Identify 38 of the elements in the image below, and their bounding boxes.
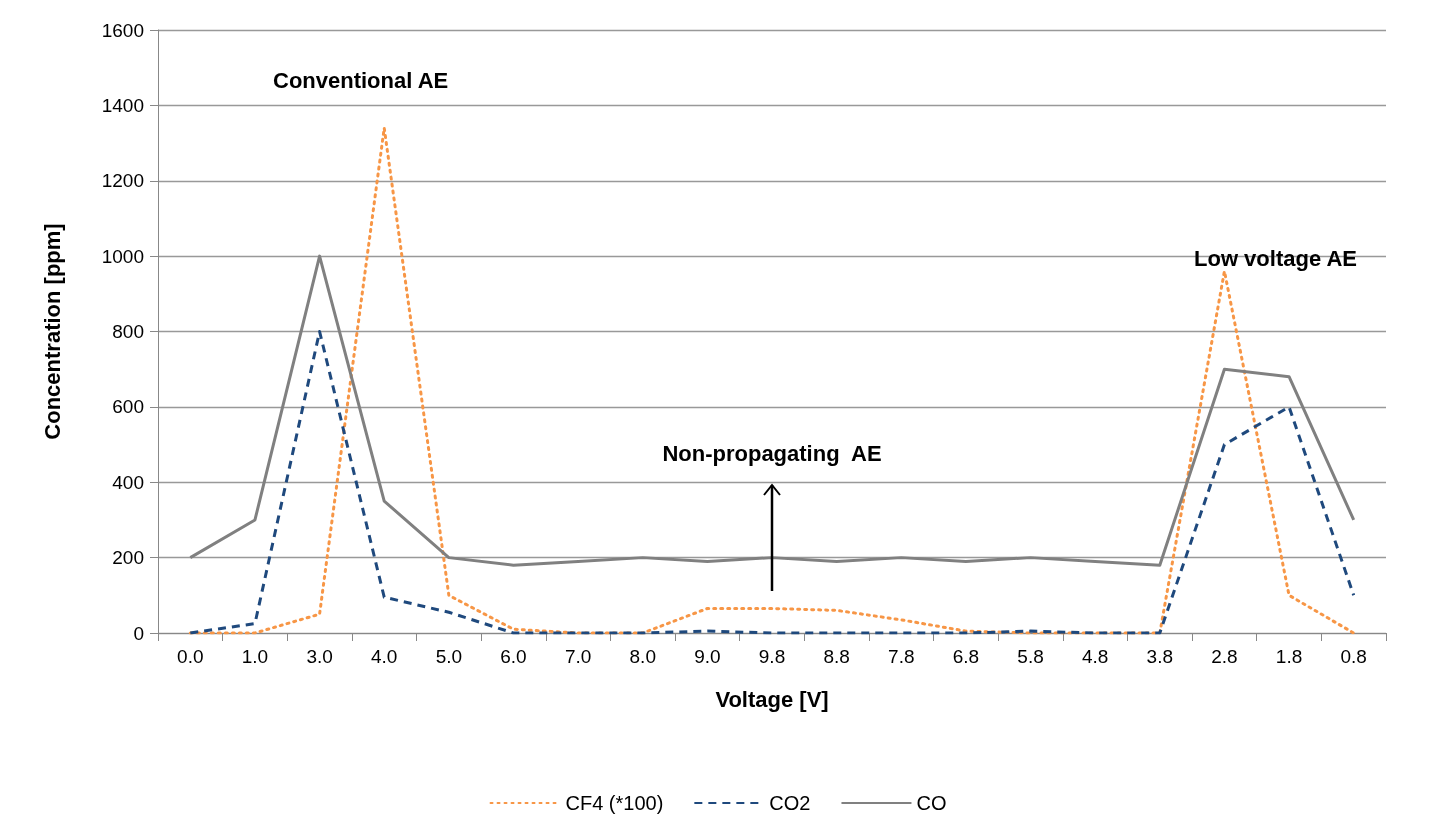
annotation: Non-propagating AE: [662, 441, 882, 467]
x-tick-label: 3.8: [1146, 646, 1173, 667]
x-tick-label: 7.8: [888, 646, 915, 667]
x-tick-label: 7.0: [564, 646, 592, 667]
line-series: [188, 126, 1356, 635]
y-tick-label: 800: [112, 321, 144, 342]
y-tick-label: 1600: [101, 19, 144, 41]
x-tick-label: 9.8: [758, 646, 786, 667]
y-tick-label: 1200: [101, 170, 144, 192]
annotation: Conventional AE: [273, 68, 449, 94]
x-tick-label: 2.8: [1211, 646, 1238, 667]
x-tick-label: 0.8: [1340, 646, 1367, 667]
y-tick-label: 1400: [101, 94, 144, 116]
x-tick-label: 1.0: [241, 646, 269, 667]
legend-label: CO: [916, 792, 947, 814]
x-tick-label: 5.0: [435, 646, 463, 667]
y-tick-label: 400: [112, 471, 144, 493]
x-tick-label: 5.8: [1017, 646, 1044, 667]
x-tick-label: 6.8: [952, 646, 980, 667]
x-tick-label: 0.0: [177, 646, 204, 667]
legend-label: CF4 (*100): [565, 792, 664, 814]
y-tick-label: 1000: [101, 245, 144, 267]
x-tick-label: 8.8: [823, 646, 850, 667]
x-tick-label: 4.8: [1081, 646, 1109, 667]
y-axis-title: Concentration [ppm]: [39, 223, 65, 440]
y-tick-label: 0: [133, 622, 144, 644]
y-tick-label: 200: [112, 547, 144, 569]
line-series: [188, 330, 1356, 635]
x-axis-title: Voltage [V]: [715, 686, 829, 712]
x-tick-label: 8.0: [629, 646, 656, 667]
x-tick-label: 9.0: [694, 646, 721, 667]
x-tick-label: 1.8: [1275, 646, 1303, 667]
annotation: Low voltage AE: [1194, 246, 1357, 272]
x-tick-label: 4.0: [371, 646, 398, 667]
x-tick-label: 3.0: [306, 646, 333, 667]
y-tick-label: 600: [112, 396, 144, 418]
legend-label: CO2: [769, 792, 811, 814]
x-tick-label: 6.0: [500, 646, 527, 667]
